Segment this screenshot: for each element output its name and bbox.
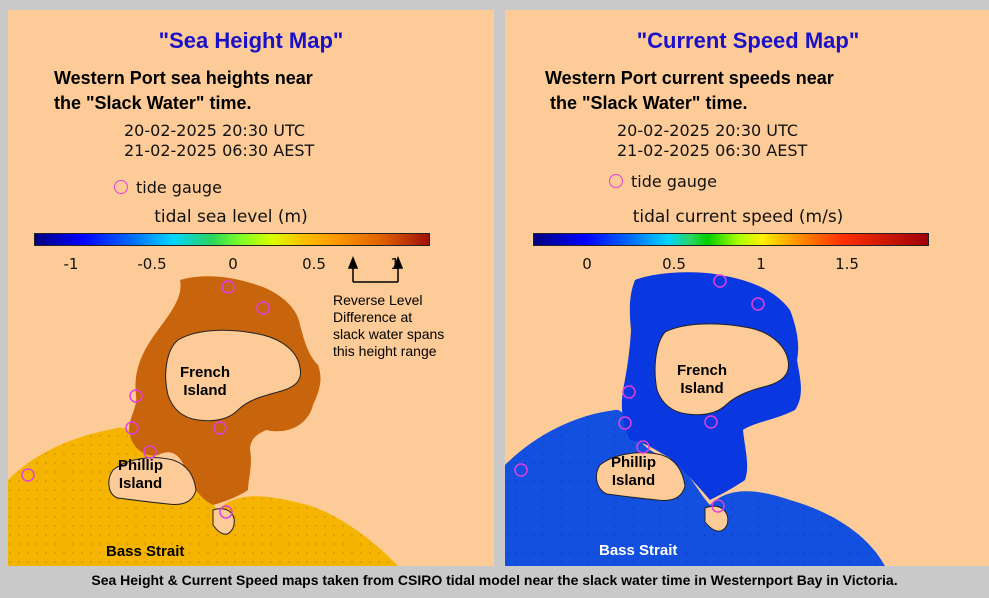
french-island-land <box>165 329 302 422</box>
bass-strait-label: Bass Strait <box>599 542 678 559</box>
tide-gauge-legend: tide gauge <box>609 172 717 191</box>
colorbar-tick: 1 <box>390 255 400 273</box>
tide-gauge-icon <box>609 174 623 188</box>
current-speed-map <box>505 272 885 566</box>
tide-gauge-marker <box>219 505 233 519</box>
colorbar-label: tidal current speed (m/s) <box>632 207 844 227</box>
sea-height-map <box>8 255 404 566</box>
colorbar-tick: 0 <box>228 255 238 273</box>
bass-strait-label: Bass Strait <box>106 543 185 560</box>
tide-gauge-marker <box>143 445 157 459</box>
french-island-label: French Island <box>677 362 728 397</box>
current-speed-colorbar <box>533 233 929 246</box>
tide-gauge-marker <box>213 421 227 435</box>
tide-gauge-marker <box>256 301 270 315</box>
tide-gauge-marker <box>129 389 143 403</box>
colorbar-tick: 0.5 <box>662 255 686 273</box>
phillip-island-label: Phillip Island <box>611 454 656 489</box>
tide-gauge-marker <box>514 463 528 477</box>
colorbar-tick: -0.5 <box>137 255 167 273</box>
tide-gauge-marker <box>704 415 718 429</box>
figure-caption: Sea Height & Current Speed maps taken fr… <box>91 572 898 588</box>
french-island-label: French Island <box>180 364 231 399</box>
tide-gauge-marker <box>21 468 35 482</box>
range-bracket <box>347 255 404 283</box>
sea-level-colorbar <box>34 233 430 246</box>
tide-gauge-label: tide gauge <box>136 178 222 197</box>
phillip-island-label: Phillip Island <box>118 457 163 492</box>
tide-gauge-marker <box>711 499 725 513</box>
colorbar-tick: 1 <box>756 255 766 273</box>
colorbar-tick: -1 <box>63 255 79 273</box>
tide-gauge-marker <box>713 274 727 288</box>
tide-gauge-marker <box>636 440 650 454</box>
tide-gauge-marker <box>125 421 139 435</box>
sea-height-panel: "Sea Height Map" Western Port sea height… <box>8 10 494 566</box>
timestamp: 20-02-2025 20:30 UTC 21-02-2025 06:30 AE… <box>617 121 808 160</box>
tide-gauge-marker <box>751 297 765 311</box>
tide-gauge-marker <box>618 416 632 430</box>
tide-gauge-marker <box>221 280 235 294</box>
panel-title: "Sea Height Map" <box>158 28 344 53</box>
phillip-island-land <box>596 452 686 501</box>
range-note: Reverse Level Difference at slack water … <box>333 292 445 359</box>
tide-gauge-legend: tide gauge <box>114 178 222 197</box>
current-speed-panel: "Current Speed Map" Western Port current… <box>505 10 989 566</box>
tide-gauge-marker <box>622 385 636 399</box>
panel-title: "Current Speed Map" <box>636 28 860 53</box>
colorbar-label: tidal sea level (m) <box>154 207 308 227</box>
phillip-island-land <box>108 457 197 505</box>
colorbar-tick: 1.5 <box>835 255 859 273</box>
timestamp: 20-02-2025 20:30 UTC 21-02-2025 06:30 AE… <box>124 121 315 160</box>
panel-subtitle: Western Port sea heights near the "Slack… <box>54 68 313 113</box>
colorbar-tick: 0 <box>582 255 592 273</box>
tide-gauge-label: tide gauge <box>631 172 717 191</box>
colorbar-tick: 0.5 <box>302 255 326 273</box>
french-island-land <box>654 323 790 416</box>
tide-gauge-icon <box>114 180 128 194</box>
panel-subtitle: Western Port current speeds near the "Sl… <box>545 68 834 113</box>
